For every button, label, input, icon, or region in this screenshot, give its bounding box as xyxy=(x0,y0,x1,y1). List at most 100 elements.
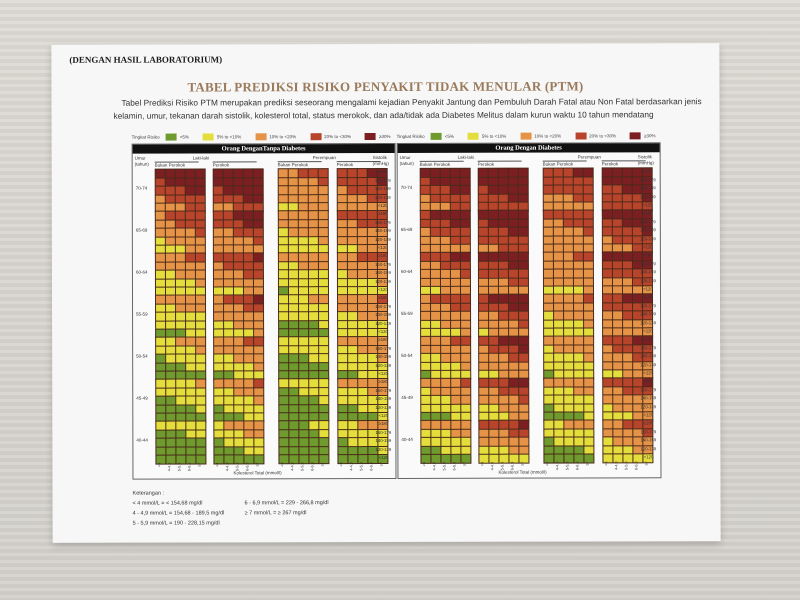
risk-cell xyxy=(175,253,185,262)
risk-cell xyxy=(489,311,499,320)
risk-cell xyxy=(186,438,196,447)
risk-cell xyxy=(234,387,244,396)
risk-cell xyxy=(583,227,593,235)
risk-cell xyxy=(612,260,622,269)
risk-cell xyxy=(298,169,308,177)
risk-cell xyxy=(461,395,471,404)
risk-cell xyxy=(224,387,234,396)
risk-cell xyxy=(357,278,367,287)
risk-cell xyxy=(420,278,430,286)
risk-cell xyxy=(298,253,308,261)
risk-cell xyxy=(563,219,573,227)
risk-cell xyxy=(613,420,623,428)
risk-cell xyxy=(155,178,165,186)
risk-cell xyxy=(357,228,367,236)
risk-grid xyxy=(212,252,265,296)
risk-cell xyxy=(223,236,233,245)
risk-cell xyxy=(166,363,176,371)
age-group-label: 40-44 xyxy=(401,436,413,442)
risk-cell xyxy=(347,228,357,236)
sbp-label: ≥180 xyxy=(378,378,389,385)
sbp-label: 120-139 xyxy=(374,236,391,242)
risk-cell xyxy=(623,311,633,319)
panel-with-diabetes: Orang Dengan Diabetes Umur (tahun) Laki-l… xyxy=(396,142,662,479)
risk-cell xyxy=(156,295,166,304)
risk-cell xyxy=(421,446,431,454)
risk-cell xyxy=(244,396,254,404)
smoking-header: Bukan Perokok xyxy=(419,160,464,167)
cholesterol-tick: 5-5.9 xyxy=(300,462,305,471)
risk-cell xyxy=(574,302,584,311)
risk-cell xyxy=(338,421,348,429)
risk-cell xyxy=(298,186,308,194)
risk-cell xyxy=(195,186,205,194)
panel-title: Orang Dengan Diabetes xyxy=(397,143,660,153)
risk-cell xyxy=(213,261,223,270)
cholesterol-tick: <4 xyxy=(215,462,220,467)
sbp-label: 160-179 xyxy=(375,387,392,393)
sbp-label: 140-159 xyxy=(375,437,392,444)
risk-cell xyxy=(519,345,529,353)
risk-cell xyxy=(357,169,367,177)
risk-cell xyxy=(461,429,471,437)
cholesterol-tick: 6-6.9 xyxy=(452,461,457,471)
risk-cell xyxy=(623,319,633,328)
risk-cell xyxy=(254,303,264,312)
risk-cell xyxy=(309,320,319,329)
risk-cell xyxy=(278,169,288,177)
risk-cell xyxy=(195,211,205,219)
risk-cell xyxy=(288,219,298,228)
risk-cell xyxy=(603,361,613,370)
risk-cell xyxy=(223,270,233,278)
risk-cell xyxy=(440,177,450,185)
risk-cell xyxy=(509,429,519,437)
risk-cell xyxy=(309,446,319,455)
risk-cell xyxy=(421,294,431,303)
risk-cell xyxy=(564,437,574,446)
risk-cell xyxy=(478,236,488,244)
risk-cell xyxy=(278,211,288,219)
risk-cell xyxy=(196,387,206,396)
sbp-label: ≥180 xyxy=(643,210,653,216)
risk-cell xyxy=(185,169,195,178)
risk-cell xyxy=(234,438,244,446)
risk-cell xyxy=(489,303,499,311)
risk-cell xyxy=(358,354,368,362)
risk-cell xyxy=(319,303,329,312)
risk-cell xyxy=(488,185,498,194)
risk-cell xyxy=(299,337,309,345)
risk-cell xyxy=(563,194,573,202)
sbp-label: ≥180 xyxy=(378,252,388,259)
risk-grid xyxy=(543,335,595,380)
risk-cell xyxy=(553,168,563,177)
risk-cell xyxy=(309,362,319,371)
risk-cell xyxy=(564,429,574,437)
risk-cell xyxy=(553,177,563,185)
risk-cell xyxy=(623,386,633,395)
risk-cell xyxy=(421,387,431,395)
risk-cell xyxy=(289,446,299,455)
risk-cell xyxy=(583,168,593,176)
risk-cell xyxy=(186,345,196,354)
risk-cell xyxy=(518,261,528,269)
risk-cell xyxy=(603,344,613,353)
risk-cell xyxy=(602,252,612,260)
risk-cell xyxy=(298,236,308,245)
risk-cell xyxy=(518,236,528,244)
sbp-label: 140-159 xyxy=(375,395,392,402)
risk-cell xyxy=(234,354,244,362)
risk-cell xyxy=(196,354,206,362)
risk-cell xyxy=(431,395,441,404)
legend-swatch xyxy=(202,133,214,141)
risk-cell xyxy=(574,395,584,404)
risk-cell xyxy=(289,404,299,413)
risk-cell xyxy=(223,211,233,219)
risk-cell xyxy=(479,362,489,370)
sbp-label: 140-159 xyxy=(640,395,657,401)
risk-grid xyxy=(543,293,595,338)
risk-cell xyxy=(176,295,186,304)
risk-cell xyxy=(214,404,224,413)
risk-cell xyxy=(234,303,244,312)
risk-cell xyxy=(357,186,367,194)
risk-cell xyxy=(298,278,308,287)
